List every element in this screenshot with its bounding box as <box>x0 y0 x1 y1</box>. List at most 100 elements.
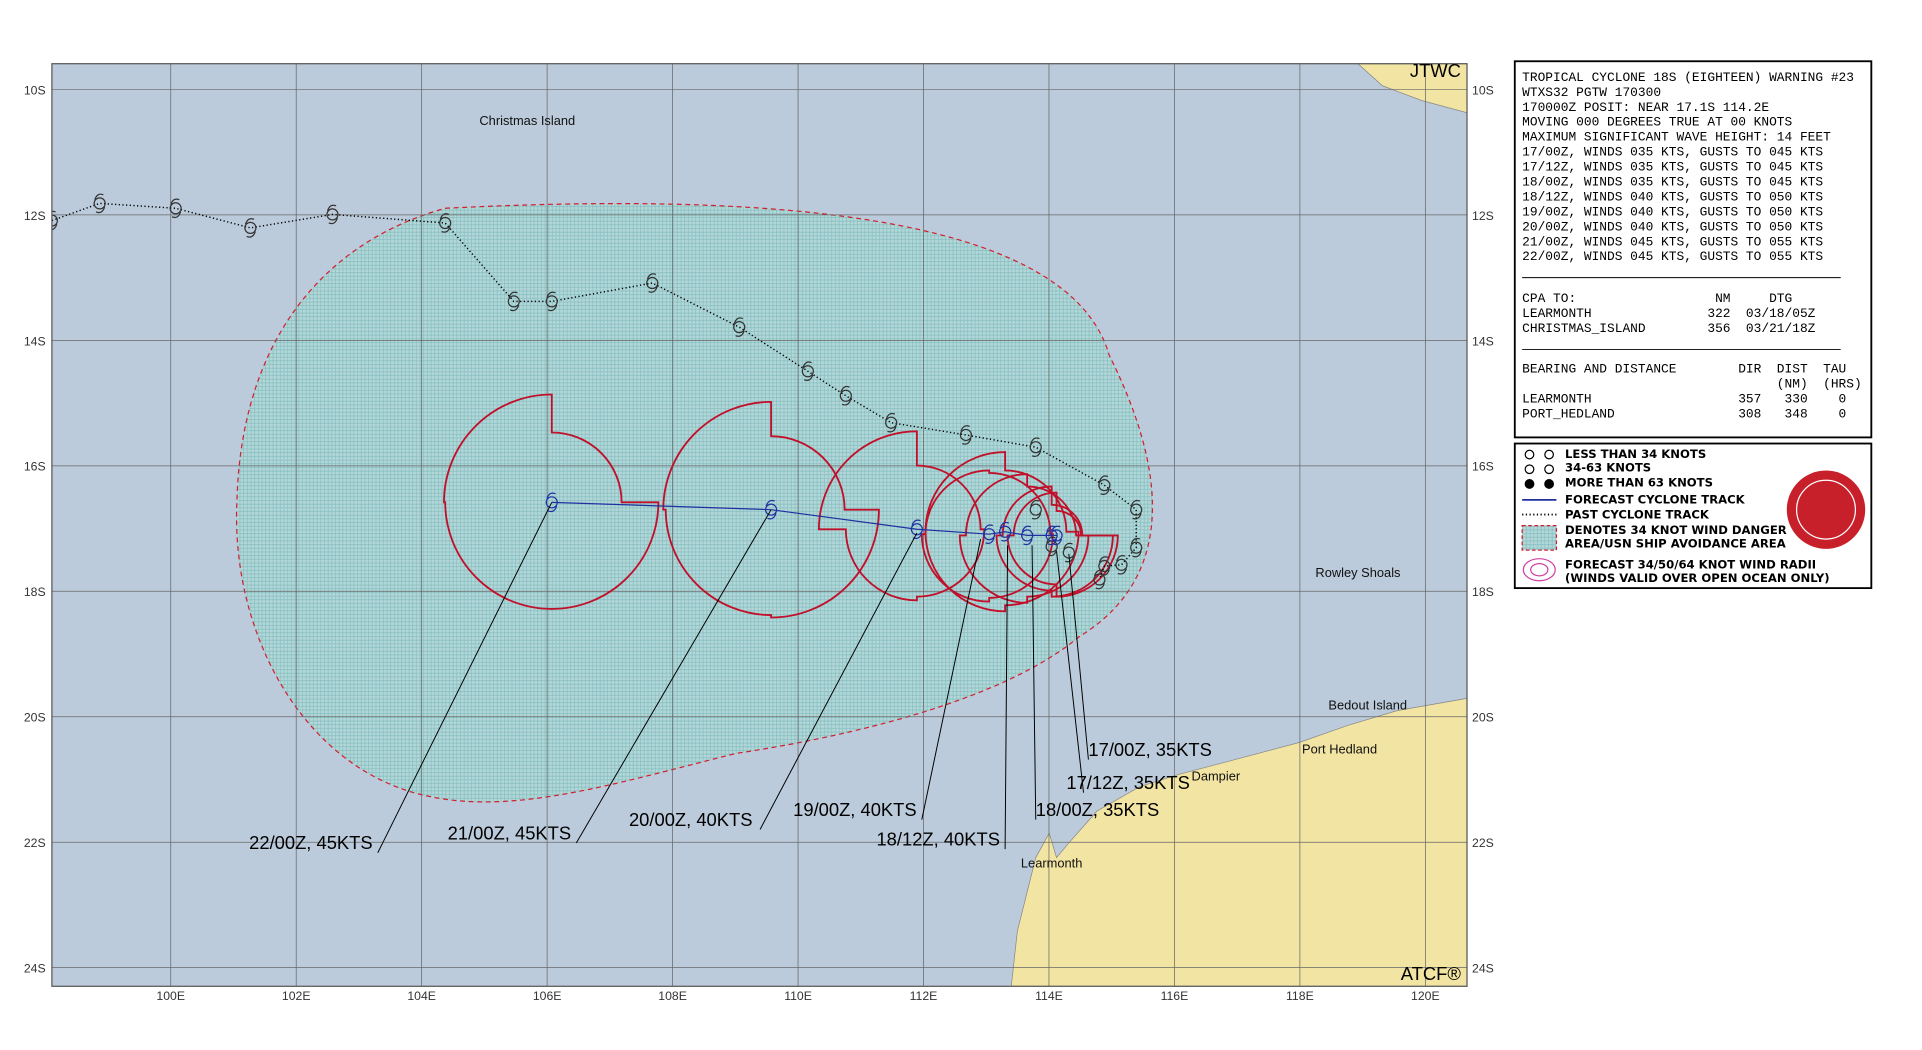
leader-line <box>921 538 982 820</box>
cyclone-swirl <box>51 210 58 231</box>
lat-label-right: 22S <box>1472 836 1494 850</box>
cyclone-symbol <box>839 389 852 402</box>
cyclone-symbol <box>51 214 59 227</box>
corner-bottom: ATCF® <box>1401 963 1462 984</box>
legend-radii <box>1530 562 1549 577</box>
legend-item: (WINDS VALID OVER OPEN OCEAN ONLY) <box>1565 571 1830 585</box>
map <box>51 63 1468 987</box>
lon-label: 118E <box>1286 989 1314 1003</box>
legend-item: AREA/USN SHIP AVOIDANCE AREA <box>1565 537 1786 551</box>
lon-label: 102E <box>282 989 311 1003</box>
leader-line <box>1004 545 1009 850</box>
cyclone-symbol <box>1021 529 1034 542</box>
lon-label: 120E <box>1411 989 1440 1003</box>
cyclone-symbol <box>1093 573 1106 586</box>
cyclone-symbol <box>439 216 452 230</box>
forecast-track <box>551 501 1057 537</box>
cyclone-swirl <box>765 499 777 520</box>
lon-label: 116E <box>1161 989 1189 1003</box>
lat-label: 10S <box>24 83 46 97</box>
cyclone-swirl <box>326 204 338 225</box>
lat-label-right: 12S <box>1472 209 1494 223</box>
cyclone-swirl <box>1116 555 1127 575</box>
cyclone-symbol <box>1130 503 1143 516</box>
cyclone-symbol <box>983 528 996 541</box>
panel-text: TROPICAL CYCLONE 18S (EIGHTEEN) WARNING … <box>1521 70 1862 585</box>
leader-line <box>759 532 918 830</box>
place-name: Learmonth <box>1021 855 1082 870</box>
warning-line: 18/12Z, WINDS 040 KTS, GUSTS TO 050 KTS <box>1522 189 1823 204</box>
forecast-label: 22/00Z, 45KTS <box>249 832 373 853</box>
legend-item: DENOTES 34 KNOT WIND DANGER <box>1565 523 1787 537</box>
cyclone-swirl <box>1093 569 1105 590</box>
wind-radii <box>817 430 986 602</box>
legend-symbol <box>1524 464 1535 475</box>
legend-item: FORECAST CYCLONE TRACK <box>1565 493 1746 507</box>
bearing-line: (NM) (HRS) <box>1522 377 1862 392</box>
warning-panel <box>1513 60 1873 439</box>
lat-label-right: 14S <box>1472 334 1494 348</box>
warning-line: MOVING 000 DEGREES TRUE AT 00 KNOTS <box>1522 115 1792 130</box>
lat-label-right: 20S <box>1472 711 1494 725</box>
cyclone-swirl <box>1030 499 1042 520</box>
grid <box>51 63 1468 987</box>
cyclone-swirl <box>508 291 520 312</box>
legend-symbol <box>1524 479 1535 489</box>
forecast-label: 18/00Z, 35KTS <box>1036 799 1160 820</box>
cyclone-swirl <box>960 425 972 445</box>
forecast-label: 17/00Z, 35KTS <box>1088 739 1212 760</box>
forecast-label: 18/12Z, 40KTS <box>876 828 999 849</box>
bearing-line: BEARING AND DISTANCE DIR DIST TAU <box>1522 362 1846 377</box>
cyclone-symbol <box>545 496 558 509</box>
cyclone-swirl <box>885 412 897 433</box>
cyclone-symbol <box>764 503 778 516</box>
forecast-label: 17/12Z, 35KTS <box>1066 772 1189 793</box>
legend-item: PAST CYCLONE TRACK <box>1565 507 1710 521</box>
lon-label: 104E <box>407 989 436 1003</box>
cyclone-symbol <box>244 221 257 235</box>
lon-label: 106E <box>533 989 562 1003</box>
wind-radii <box>662 400 880 619</box>
cyclone-symbol <box>507 295 520 308</box>
leader-line <box>575 509 772 844</box>
cyclone-symbol <box>169 202 182 215</box>
lat-label-right: 24S <box>1472 962 1494 976</box>
cyclone-symbol <box>1050 529 1063 542</box>
lat-label: 24S <box>24 962 46 976</box>
corner-top: JTWC <box>1410 60 1461 81</box>
legend-item: LESS THAN 34 KNOTS <box>1565 447 1706 461</box>
cyclone-swirl <box>546 492 558 513</box>
cyclone-swirl <box>1063 542 1075 563</box>
cyclone-symbol <box>646 276 659 290</box>
past-track <box>51 202 1137 580</box>
lat-label-right: 18S <box>1472 585 1494 599</box>
leader-line <box>1031 545 1037 820</box>
bearing-line: LEARMONTH 357 330 0 <box>1522 392 1846 407</box>
legend-item: FORECAST 34/50/64 KNOT WIND RADII <box>1565 557 1816 571</box>
wind-radii <box>958 473 1090 604</box>
logo-ring <box>1795 479 1857 540</box>
map-frame <box>51 63 1468 987</box>
forecast-label: 19/00Z, 40KTS <box>793 799 917 820</box>
lat-label-right: 16S <box>1472 460 1494 474</box>
wind-radii <box>920 469 1054 603</box>
legend-item: MORE THAN 63 KNOTS <box>1565 475 1713 489</box>
lat-label: 20S <box>24 711 46 725</box>
cyclone-symbol <box>733 321 746 334</box>
labels: 10S 10S 12S 12S 14S 14S 16S 16S 18S 18S 20S 20S 22S 2… <box>24 60 1494 1003</box>
place-name: Port Hedland <box>1302 742 1377 757</box>
cyclone-swirl <box>1098 475 1110 495</box>
lon-label: 108E <box>658 989 687 1003</box>
wind-radii <box>1006 491 1119 598</box>
tracks <box>51 193 1143 619</box>
jtwc-logo <box>1786 470 1866 549</box>
warning-line: TROPICAL CYCLONE 18S (EIGHTEEN) WARNING … <box>1522 70 1854 85</box>
lat-label: 16S <box>24 460 46 474</box>
cyclone-swirl <box>1130 537 1142 558</box>
cyclone-swirl <box>733 317 745 337</box>
cyclone-swirl <box>1046 525 1058 546</box>
warning-line: 21/00Z, WINDS 045 KTS, GUSTS TO 055 KTS <box>1522 234 1823 249</box>
place-name: Dampier <box>1192 768 1241 783</box>
legend-item: 34-63 KNOTS <box>1565 461 1651 475</box>
land-north <box>1357 63 1468 114</box>
